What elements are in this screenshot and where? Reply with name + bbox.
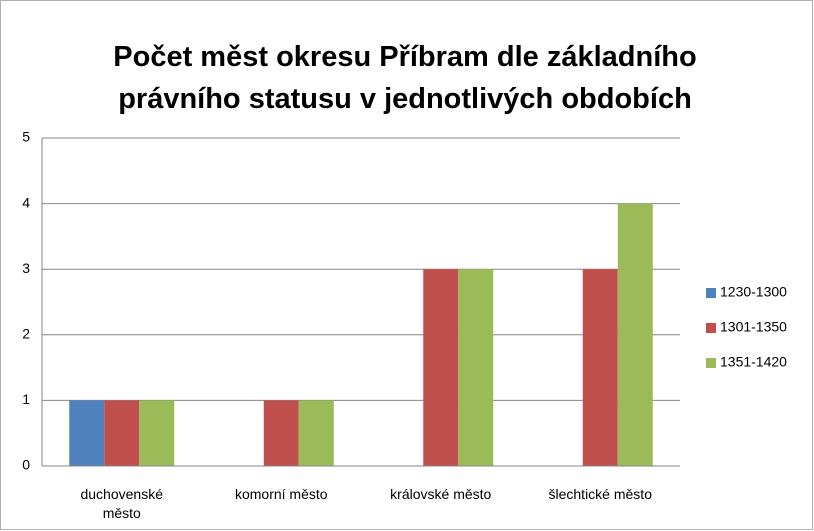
legend-label: 1351-1420 [720, 354, 787, 370]
legend-swatch [706, 288, 716, 298]
bar [458, 269, 494, 466]
y-tick-label: 1 [22, 391, 30, 407]
x-tick-label: královské město [390, 486, 492, 502]
bar [69, 400, 105, 466]
bar [263, 400, 299, 466]
y-tick-label: 4 [22, 194, 30, 210]
bar [104, 400, 140, 466]
bar [139, 400, 175, 466]
y-tick-label: 3 [22, 260, 30, 276]
legend-label: 1230-1300 [720, 284, 787, 300]
y-tick-label: 0 [22, 457, 30, 473]
bar [423, 269, 459, 466]
bar [582, 269, 618, 466]
legend-label: 1301-1350 [720, 319, 787, 335]
x-tick-label: duchovenské město [80, 486, 163, 521]
x-tick-label: komorní město [234, 486, 328, 502]
legend-swatch [706, 323, 716, 333]
legend-swatch [706, 358, 716, 368]
bar [617, 203, 653, 466]
chart-title: Počet měst okresu Příbram dle základního… [113, 41, 697, 115]
x-tick-label: šlechtické město [548, 486, 652, 502]
bar [298, 400, 334, 466]
y-tick-label: 2 [22, 326, 30, 342]
y-tick-label: 5 [22, 129, 30, 145]
